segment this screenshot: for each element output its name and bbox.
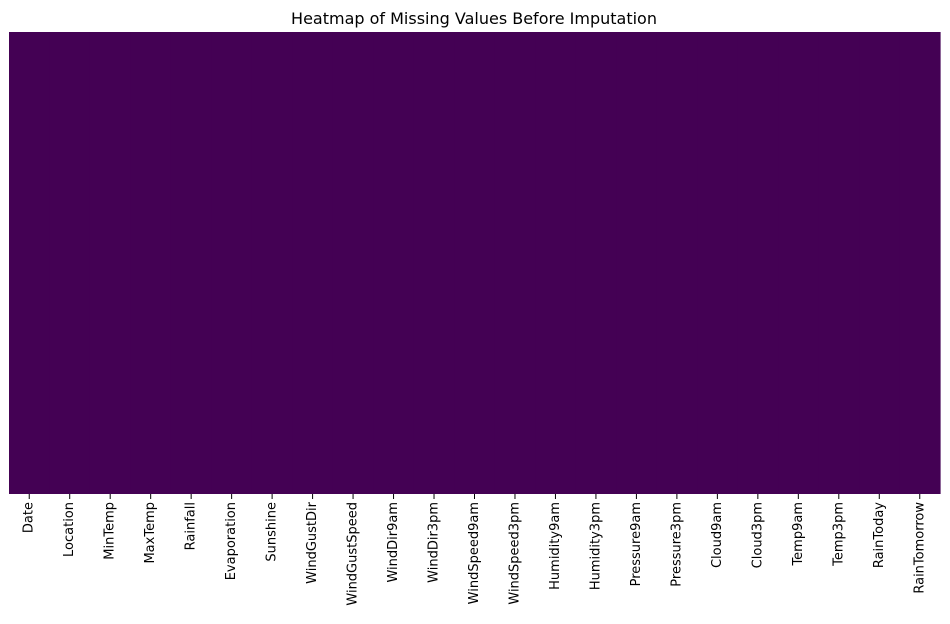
heatmap-column-windgustdir xyxy=(292,32,334,494)
x-tick-label: Rainfall xyxy=(184,502,199,550)
heatmap-column-location xyxy=(49,32,91,494)
heatmap-column-windgustspeed xyxy=(332,32,374,494)
x-tick-label: WindGustDir xyxy=(305,501,320,583)
chart-title: Heatmap of Missing Values Before Imputat… xyxy=(291,9,657,28)
x-tick-label: WindDir3pm xyxy=(427,502,442,583)
heatmap-column-winddir9am xyxy=(373,32,415,494)
x-axis-ticks: Date Location MinTemp MaxTemp Rainfall Evapor… xyxy=(22,494,927,606)
heatmap-column-raintoday xyxy=(859,32,901,494)
heatmap-column-humidity9am xyxy=(535,32,577,494)
heatmap-column-pressure3pm xyxy=(656,32,698,494)
heatmap-column-cloud3pm xyxy=(737,32,779,494)
heatmap-column-date xyxy=(9,32,51,494)
heatmap-column-pressure9am xyxy=(616,32,658,494)
heatmap-column-temp3pm xyxy=(818,32,860,494)
heatmap-column-rainfall xyxy=(170,32,212,494)
heatmap-column-cloud9am xyxy=(697,32,739,494)
x-tick-label: Date xyxy=(22,502,37,533)
x-tick-label: WindGustSpeed xyxy=(346,502,361,606)
heatmap-column-maxtemp xyxy=(130,32,172,494)
x-tick-label: Sunshine xyxy=(265,502,280,562)
heatmap-column-windspeed3pm xyxy=(494,32,536,494)
x-tick-label: Pressure9am xyxy=(629,502,644,586)
heatmap-column-windspeed9am xyxy=(454,32,496,494)
x-tick-label: WindSpeed3pm xyxy=(507,502,522,605)
x-tick-label: Temp9am xyxy=(791,502,806,567)
heatmap-column-winddir3pm xyxy=(413,32,455,494)
heatmap-cells xyxy=(9,32,941,494)
x-tick-label: Humidity3pm xyxy=(588,502,603,590)
heatmap-column-mintemp xyxy=(89,32,132,494)
x-tick-label: Pressure3pm xyxy=(669,502,684,587)
x-tick-label: WindDir9am xyxy=(386,502,401,583)
heatmap-column-evaporation xyxy=(211,32,253,494)
x-tick-label: Cloud9am xyxy=(710,502,725,568)
x-tick-label: Cloud3pm xyxy=(750,502,765,568)
heatmap-column-sunshine xyxy=(251,32,293,494)
x-tick-label: WindSpeed9am xyxy=(467,502,482,604)
heatmap-column-raintomorrow xyxy=(899,32,941,494)
x-tick-label: Location xyxy=(62,502,77,557)
x-tick-label: Evaporation xyxy=(224,502,239,580)
heatmap-column-temp9am xyxy=(778,32,820,494)
heatmap-column-humidity3pm xyxy=(575,32,617,494)
x-tick-label: RainToday xyxy=(872,502,887,568)
x-tick-label: MinTemp xyxy=(103,502,118,560)
x-tick-label: Humidity9am xyxy=(548,502,563,590)
x-tick-label: RainTomorrow xyxy=(912,502,927,594)
x-tick-label: Temp3pm xyxy=(831,502,846,567)
x-tick-label: MaxTemp xyxy=(143,502,158,564)
